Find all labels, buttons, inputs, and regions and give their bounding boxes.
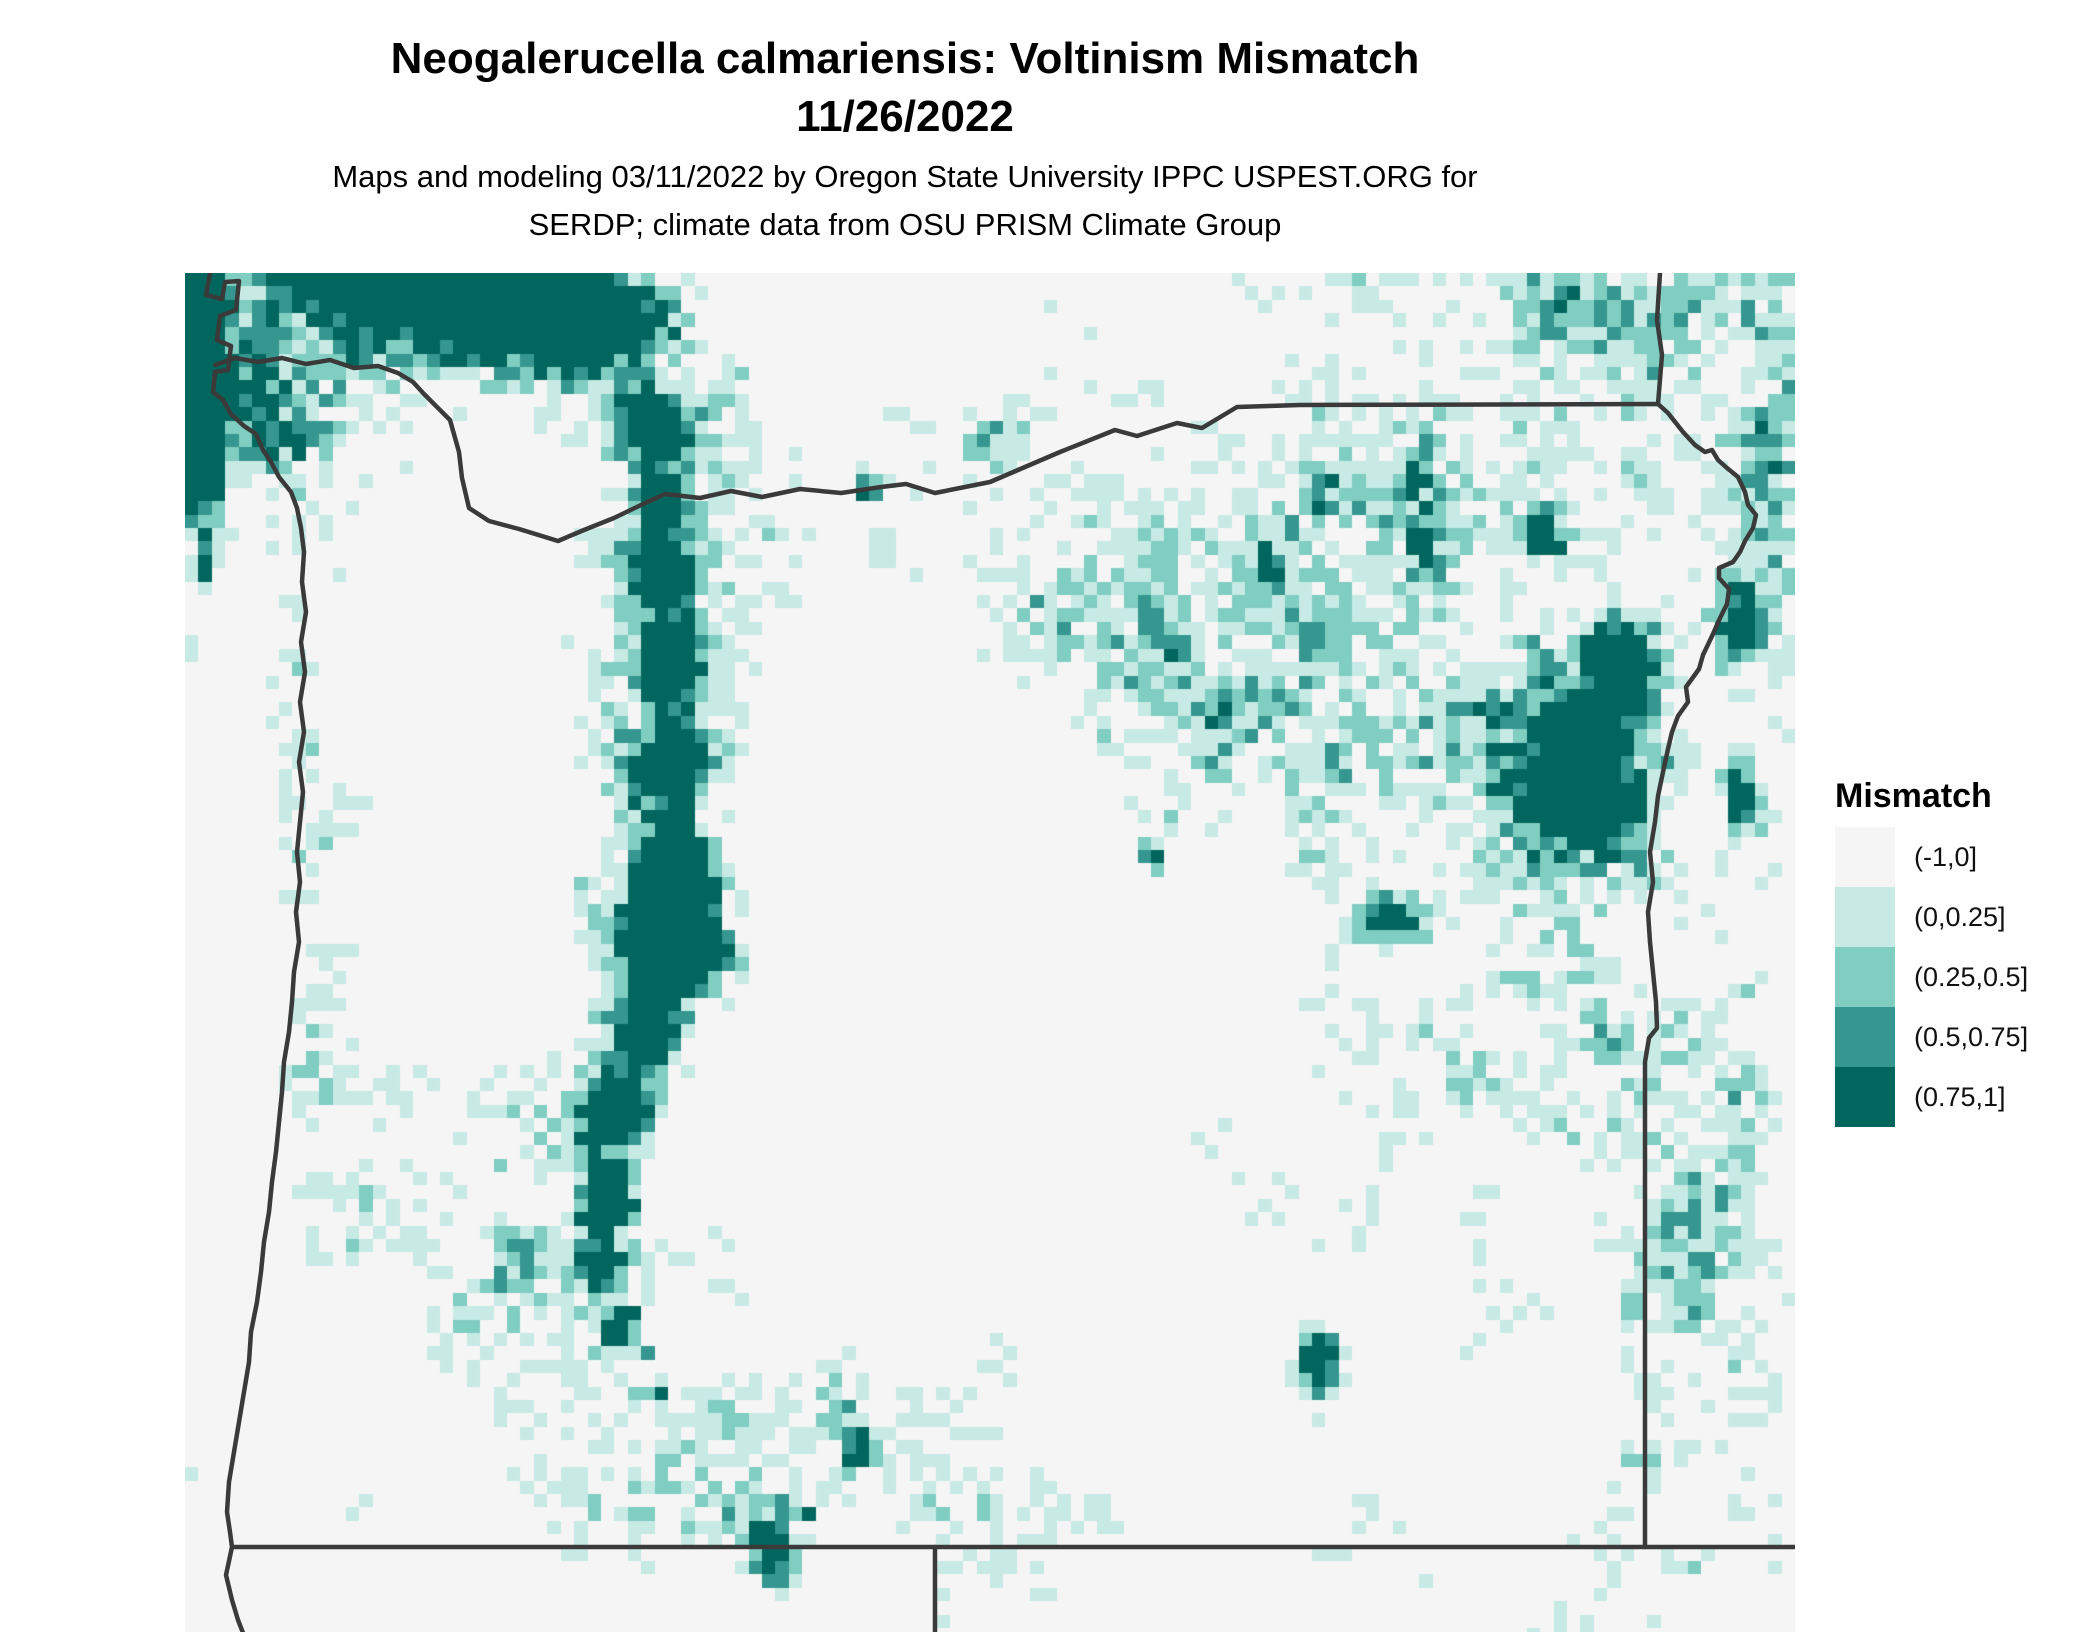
map-subtitle-line2: SERDP; climate data from OSU PRISM Clima… bbox=[528, 207, 1282, 242]
legend-item-4: (0.75,1] bbox=[1835, 1067, 2095, 1127]
legend-label-1: (0,0.25] bbox=[1914, 901, 2006, 932]
legend-rows: (-1,0] (0,0.25] (0.25,0.5] (0.5,0.75] (0.75,… bbox=[1835, 827, 2095, 1127]
legend-swatch-0 bbox=[1835, 827, 1895, 887]
legend-swatch-3 bbox=[1835, 1007, 1895, 1067]
legend-item-1: (0,0.25] bbox=[1835, 887, 2095, 947]
map-title: Neogalerucella calmariensis: Voltinism M… bbox=[0, 30, 1810, 146]
legend-label-0: (-1,0] bbox=[1914, 841, 1978, 872]
legend-swatch-2 bbox=[1835, 947, 1895, 1007]
legend-swatch-1 bbox=[1835, 887, 1895, 947]
legend-label-3: (0.5,0.75] bbox=[1914, 1021, 2029, 1052]
legend-label-4: (0.75,1] bbox=[1914, 1081, 2006, 1112]
map-title-date: 11/26/2022 bbox=[796, 92, 1014, 141]
legend-swatch-4 bbox=[1835, 1067, 1895, 1127]
map-title-line1: Neogalerucella calmariensis: Voltinism M… bbox=[390, 34, 1420, 83]
legend-item-3: (0.5,0.75] bbox=[1835, 1007, 2095, 1067]
legend-label-2: (0.25,0.5] bbox=[1914, 961, 2029, 992]
map-panel bbox=[185, 273, 1795, 1632]
legend-item-0: (-1,0] bbox=[1835, 827, 2095, 887]
map-subtitle-line1: Maps and modeling 03/11/2022 by Oregon S… bbox=[332, 159, 1478, 194]
legend-title: Mismatch bbox=[1835, 777, 1992, 815]
legend: Mismatch (-1,0] (0,0.25] (0.25,0.5] (0.5,0.… bbox=[1835, 779, 2095, 1127]
legend-item-2: (0.25,0.5] bbox=[1835, 947, 2095, 1007]
map-subtitle: Maps and modeling 03/11/2022 by Oregon S… bbox=[0, 153, 1810, 249]
mismatch-raster-canvas bbox=[185, 273, 1795, 1632]
